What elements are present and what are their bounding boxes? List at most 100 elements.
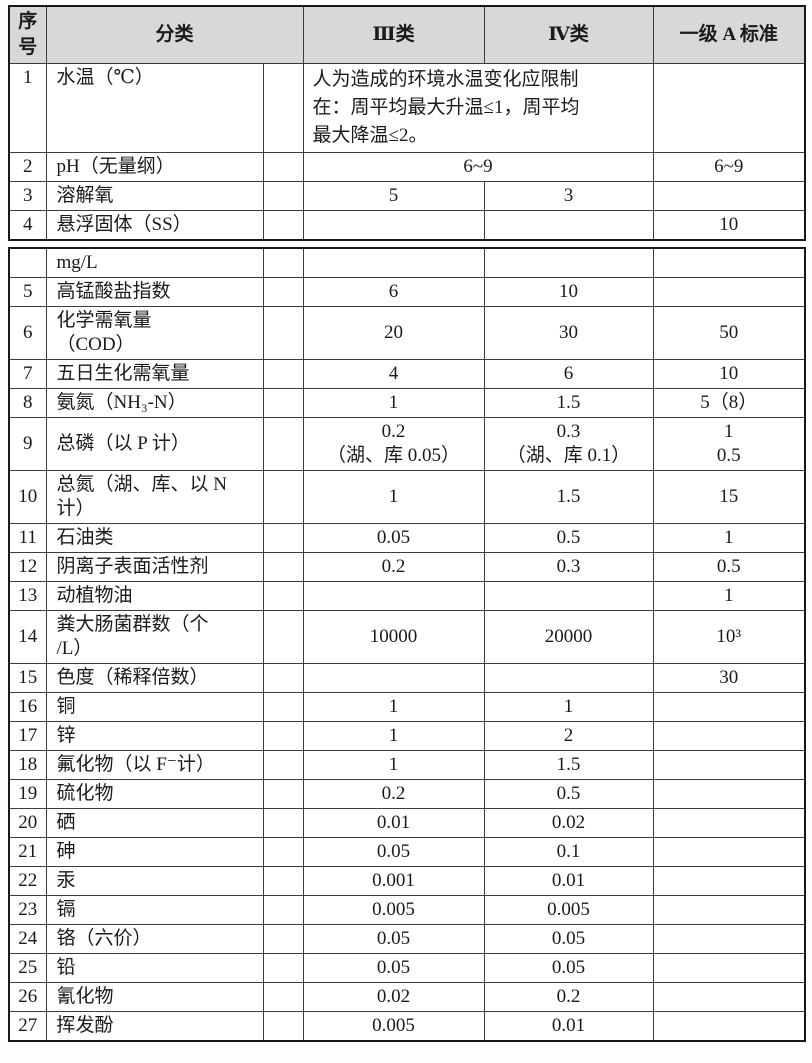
grade-a-value-cell [652, 1011, 806, 1042]
row-no-cell: 21 [8, 837, 47, 867]
class3-value-cell [302, 581, 485, 611]
spacer-cell [262, 610, 304, 664]
table-row: 22 汞 0.001 0.01 [8, 866, 806, 896]
table-row: 16 铜 1 1 [8, 692, 806, 722]
class4-value-cell: 1.5 [483, 388, 654, 418]
row-no-cell: 2 [8, 152, 47, 182]
class4-value-cell: 3 [483, 181, 654, 211]
row-label-cell: 硫化物 [45, 779, 264, 809]
spacer-cell [262, 417, 304, 471]
class4-value-cell: 0.02 [483, 808, 654, 838]
grade-a-value-cell: 1 0.5 [652, 417, 806, 471]
row-no-cell: 5 [8, 277, 47, 307]
class4-value-cell: 20000 [483, 610, 654, 664]
class3-value-cell: 0.005 [302, 895, 485, 925]
table-row: 5 高锰酸盐指数 6 10 [8, 277, 806, 307]
row-no-cell: 17 [8, 721, 47, 751]
class3-value-cell [302, 210, 485, 241]
grade-a-value-cell [652, 808, 806, 838]
row-no-cell: 3 [8, 181, 47, 211]
class3-value-cell: 0.01 [302, 808, 485, 838]
spacer-cell [262, 924, 304, 954]
class3-value-cell [302, 663, 485, 693]
grade-a-value-cell: 15 [652, 470, 806, 524]
spacer-cell [262, 306, 304, 360]
grade-a-value-cell: 10³ [652, 610, 806, 664]
grade-a-value-cell [652, 924, 806, 954]
spacer-cell [262, 895, 304, 925]
row-label-cell: 砷 [45, 837, 264, 867]
class3-value-cell: 20 [302, 306, 485, 360]
row-label-cell: 色度（稀释倍数） [45, 663, 264, 693]
header-row: 序号 分类 Ⅲ类 Ⅳ类 一级 A 标准 [8, 5, 806, 64]
spacer-cell [262, 63, 304, 153]
table-row: 14 粪大肠菌群数（个 /L） 10000 20000 10³ [8, 610, 806, 664]
class3-value-cell: 0.2 [302, 779, 485, 809]
row-no-cell: 24 [8, 924, 47, 954]
grade-a-value-cell: 10 [652, 359, 806, 389]
row-no-cell: 26 [8, 982, 47, 1012]
grade-a-value-cell [652, 247, 806, 278]
class4-value-cell [483, 210, 654, 241]
class3-value-cell: 10000 [302, 610, 485, 664]
table-row: 11 石油类 0.05 0.5 1 [8, 523, 806, 553]
row-no-cell: 14 [8, 610, 47, 664]
header-grade-a: 一级 A 标准 [652, 5, 806, 64]
row-label-cell: 总氮（湖、库、以 N 计） [45, 470, 264, 524]
class4-value-cell: 0.1 [483, 837, 654, 867]
row-no-cell: 6 [8, 306, 47, 360]
class3-value-cell [302, 247, 485, 278]
class3-value-cell: 1 [302, 750, 485, 780]
table-row: 23 镉 0.005 0.005 [8, 895, 806, 925]
table-row: 18 氟化物（以 F⁻计） 1 1.5 [8, 750, 806, 780]
row-label-cell: 化学需氧量 （COD） [45, 306, 264, 360]
table-row: 6 化学需氧量 （COD） 20 30 50 [8, 306, 806, 360]
table-row: 9 总磷（以 P 计） 0.2 （湖、库 0.05） 0.3 （湖、库 0.1）… [8, 417, 806, 471]
spacer-cell [262, 982, 304, 1012]
row-no-cell: 9 [8, 417, 47, 471]
row-no-cell: 11 [8, 523, 47, 553]
table-row: 24 铬（六价） 0.05 0.05 [8, 924, 806, 954]
class4-value-cell: 0.5 [483, 779, 654, 809]
row-label-cell: 锌 [45, 721, 264, 751]
grade-a-value-cell [652, 866, 806, 896]
class3-value-cell: 6 [302, 277, 485, 307]
spacer-cell [262, 181, 304, 211]
class4-value-cell: 0.05 [483, 953, 654, 983]
table-row: 7 五日生化需氧量 4 6 10 [8, 359, 806, 389]
grade-a-value-cell: 1 [652, 523, 806, 553]
spacer-cell [262, 210, 304, 241]
header-class3: Ⅲ类 [302, 5, 485, 64]
spacer-cell [262, 552, 304, 582]
header-no: 序号 [8, 5, 47, 64]
class3-value-cell: 0.05 [302, 924, 485, 954]
row-label-cell: 总磷（以 P 计） [45, 417, 264, 471]
spacer-cell [262, 779, 304, 809]
unit-label-cell: mg/L [45, 247, 264, 278]
class3-value-cell: 0.005 [302, 1011, 485, 1042]
row-label-cell: 高锰酸盐指数 [45, 277, 264, 307]
class4-value-cell: 0.01 [483, 1011, 654, 1042]
row-label-cell: 溶解氧 [45, 181, 264, 211]
grade-a-value-cell: 30 [652, 663, 806, 693]
grade-a-value-cell: 0.5 [652, 552, 806, 582]
grade-a-value-cell [652, 692, 806, 722]
spacer-cell [262, 1011, 304, 1042]
row-label-cell: 水温（℃） [45, 63, 264, 153]
table-row: 12 阴离子表面活性剂 0.2 0.3 0.5 [8, 552, 806, 582]
standards-tbody: mg/L 5 高锰酸盐指数 6 10 6 化学需氧量 （COD） 20 30 5… [8, 247, 806, 1042]
row-no-cell: 7 [8, 359, 47, 389]
table-row-ph: 2 pH（无量纲） 6~9 6~9 [8, 152, 806, 182]
class4-value-cell: 1 [483, 692, 654, 722]
spacer-cell [262, 359, 304, 389]
table-row: 17 锌 1 2 [8, 721, 806, 751]
table-row: 13 动植物油 1 [8, 581, 806, 611]
row-label-cell: 氨氮（NH₃-N） [45, 388, 264, 418]
table-row: 10 总氮（湖、库、以 N 计） 1 1.5 15 [8, 470, 806, 524]
table-row: 26 氰化物 0.02 0.2 [8, 982, 806, 1012]
grade-a-value-cell: 1 [652, 581, 806, 611]
row-label-cell: 氟化物（以 F⁻计） [45, 750, 264, 780]
spacer-cell [262, 953, 304, 983]
class4-value-cell: 30 [483, 306, 654, 360]
row-no-cell [8, 247, 47, 278]
